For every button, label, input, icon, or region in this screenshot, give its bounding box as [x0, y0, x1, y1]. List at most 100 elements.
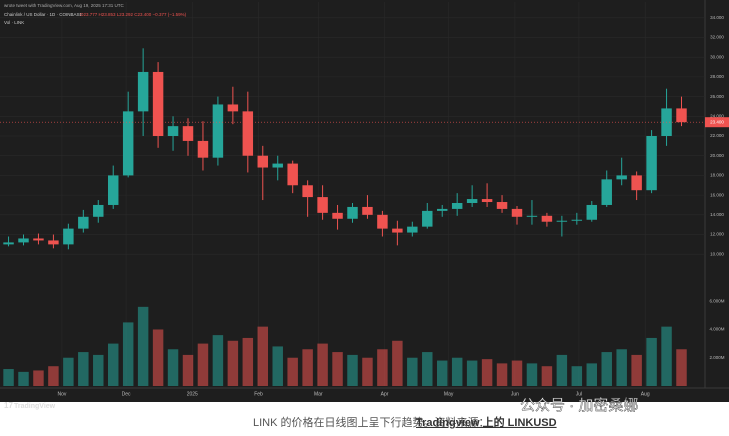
volume-bar	[227, 340, 239, 386]
volume-bar	[377, 349, 388, 386]
volume-bar	[556, 354, 568, 386]
x-tick-label: Feb	[254, 391, 263, 397]
volume-bar	[242, 337, 254, 386]
x-tick-label: Jun	[511, 391, 519, 397]
x-tick-label: Aug	[641, 391, 650, 397]
y-tick-label: 18.000	[710, 173, 724, 178]
candle-body	[287, 163, 298, 186]
candle-body	[541, 215, 553, 222]
volume-bar	[511, 360, 523, 386]
candle-body	[3, 242, 14, 245]
volume-bar	[466, 360, 478, 386]
volume-bar	[48, 366, 59, 386]
candle-body	[137, 71, 149, 112]
y-tick-label: 12.000	[710, 232, 724, 237]
volume-bar	[422, 352, 433, 386]
candle-body	[362, 206, 373, 215]
caption-source: Tradingview 上的 LINKUSD	[416, 415, 557, 429]
volume-bar	[107, 343, 119, 386]
volume-bar	[496, 363, 508, 386]
candle-body	[33, 238, 44, 241]
volume-bar	[616, 349, 627, 386]
candle-body	[511, 208, 523, 217]
candle-body	[436, 208, 448, 211]
y-tick-label: 30.000	[710, 54, 724, 59]
last-price-box	[705, 117, 729, 128]
logo-icon: 17	[4, 401, 13, 410]
volume-bar	[601, 352, 612, 386]
candle-body	[481, 199, 493, 203]
candle-body	[451, 203, 463, 209]
volume-bar	[3, 369, 14, 386]
x-tick-label: Apr	[381, 391, 389, 397]
volume-bar	[257, 326, 269, 386]
candle-body	[407, 226, 418, 233]
y-tick-label: 14.000	[710, 212, 724, 217]
volume-bar	[481, 359, 493, 386]
volume-bar	[407, 357, 418, 386]
y-tick-label: 22.000	[710, 133, 724, 138]
candle-body	[616, 175, 627, 180]
volume-title: Vol · LINK	[4, 20, 24, 25]
candle-body	[152, 71, 164, 136]
candle-body	[571, 219, 583, 221]
volume-tick-label: 6.000M	[709, 298, 724, 303]
volume-bar	[571, 366, 583, 386]
volume-bar	[18, 371, 29, 386]
candle-body	[18, 238, 29, 243]
x-tick-label: May	[444, 391, 454, 397]
volume-bar	[33, 370, 44, 386]
logo: TradingView	[14, 403, 56, 410]
volume-bar	[631, 354, 642, 386]
candle-body	[377, 214, 388, 229]
volume-bar	[392, 340, 403, 386]
candle-body	[317, 197, 328, 213]
candle-body	[347, 206, 358, 219]
x-tick-label: 2025	[187, 391, 198, 397]
candle-body	[601, 179, 612, 205]
last-price-label: 23.400	[710, 119, 724, 124]
y-tick-label: 20.000	[710, 153, 724, 158]
x-tick-label: Nov	[58, 391, 67, 397]
candle-body	[107, 175, 119, 205]
candle-body	[272, 163, 283, 168]
candle-body	[676, 108, 687, 123]
volume-bar	[362, 357, 373, 386]
y-tick-label: 24.000	[710, 113, 724, 118]
volume-bar	[541, 366, 553, 386]
candle-body	[646, 136, 657, 191]
y-tick-label: 10.000	[710, 251, 724, 256]
volume-bar	[272, 346, 283, 386]
candle-body	[212, 104, 224, 158]
candle-body	[496, 202, 508, 209]
x-tick-label: Mar	[314, 391, 323, 397]
candle-body	[197, 140, 209, 158]
caption: LINK 的价格在日线图上呈下行趋势。资料来源：	[253, 415, 490, 429]
candle-body	[182, 126, 194, 141]
candle-body	[63, 228, 74, 245]
candle-body	[526, 215, 538, 217]
volume-bar	[676, 349, 687, 386]
y-tick-label: 26.000	[710, 94, 724, 99]
candle-body	[122, 111, 134, 176]
y-tick-label: 32.000	[710, 35, 724, 40]
volume-bar	[167, 349, 179, 386]
candle-body	[586, 204, 598, 220]
candle-body	[466, 199, 478, 203]
volume-bar	[212, 335, 224, 386]
candle-body	[227, 104, 239, 112]
volume-tick-label: 2.000M	[709, 355, 724, 360]
y-tick-label: 28.000	[710, 74, 724, 79]
volume-bar	[586, 363, 598, 386]
x-tick-label: Jul	[576, 391, 582, 397]
candle-body	[302, 185, 313, 198]
watermark: 公众号 · 加密桑娜	[520, 397, 638, 414]
volume-bar	[347, 354, 358, 386]
y-tick-label: 16.000	[710, 192, 724, 197]
volume-bar	[287, 357, 298, 386]
ohlc: O23.777 H23.853 L23.292 C23.400 −0.377 (…	[80, 12, 187, 17]
volume-bar	[646, 337, 657, 386]
volume-bar	[122, 322, 134, 386]
